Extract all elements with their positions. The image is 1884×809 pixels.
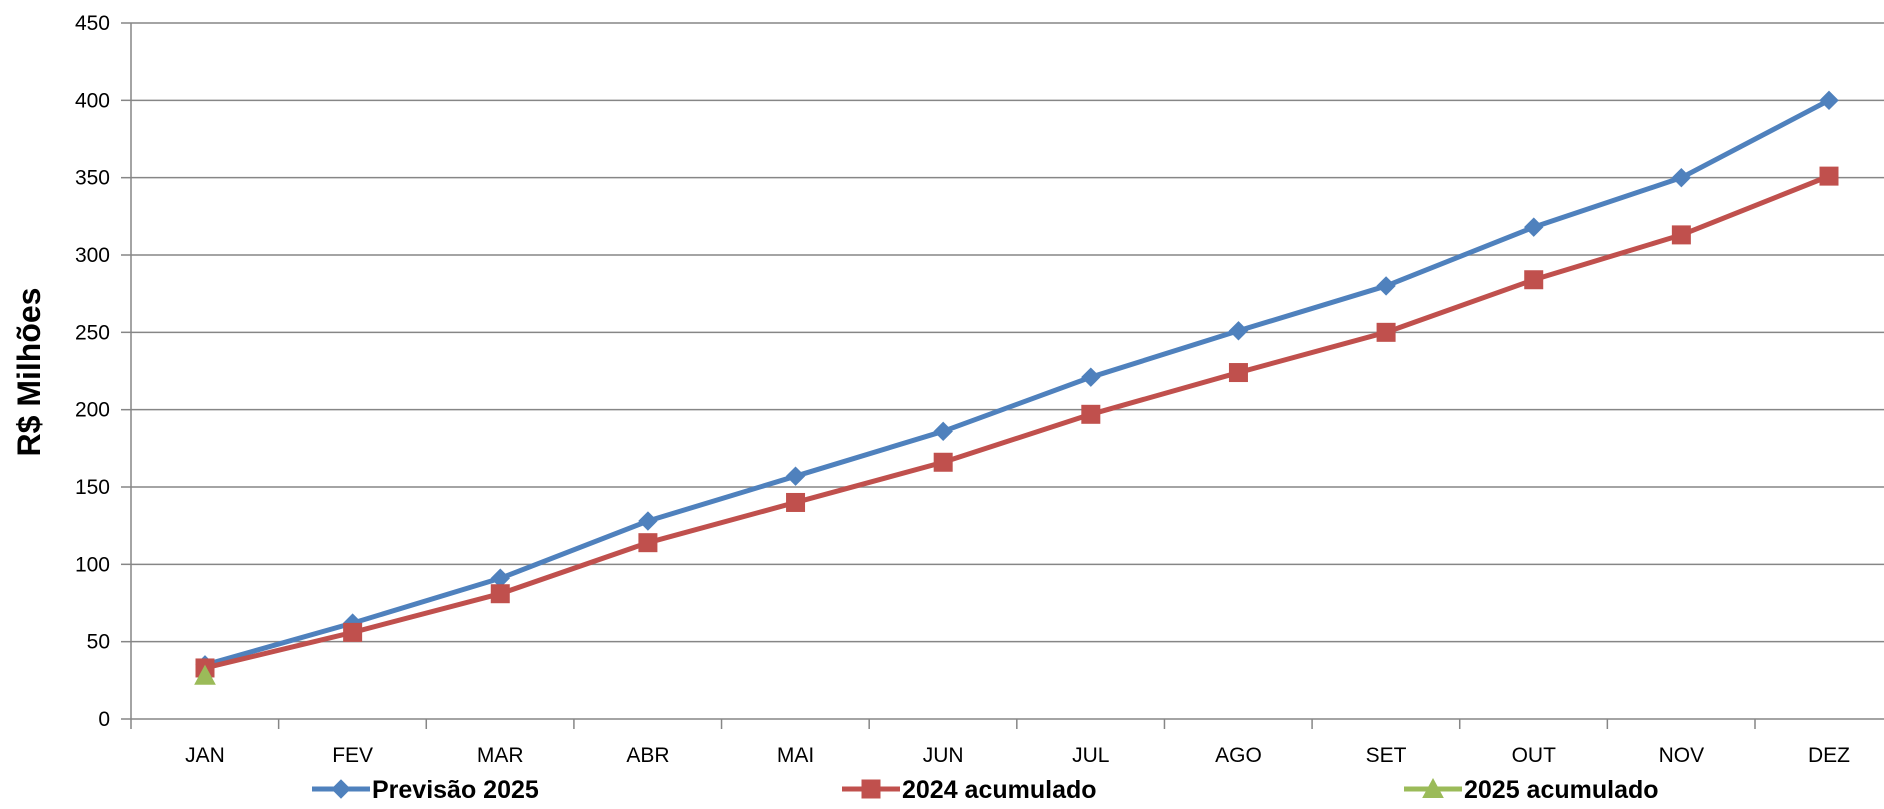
y-tick-label: 350 xyxy=(75,167,110,190)
x-tick-label: JAN xyxy=(185,744,225,767)
data-point xyxy=(1671,225,1691,245)
series-2 xyxy=(195,166,1839,678)
x-tick-label: NOV xyxy=(1659,744,1705,767)
x-tick-label: FEV xyxy=(332,744,373,767)
gridlines xyxy=(131,22,1884,643)
x-tick-label: MAR xyxy=(477,744,524,767)
y-tick-label: 400 xyxy=(75,89,110,112)
data-point xyxy=(1081,367,1101,387)
data-point xyxy=(1524,270,1544,290)
x-tick-label: DEZ xyxy=(1808,744,1850,767)
data-point xyxy=(638,533,658,553)
y-tick-label: 150 xyxy=(75,476,110,499)
legend-label: 2024 acumulado xyxy=(902,776,1097,804)
x-tick-label: AGO xyxy=(1215,744,1262,767)
data-point xyxy=(1819,90,1839,111)
data-point xyxy=(343,622,363,642)
y-tick-label: 100 xyxy=(75,553,110,576)
data-point xyxy=(490,584,510,604)
y-tick-labels: 0 50 100 150 200 250 300 350 400 450 xyxy=(75,12,110,731)
x-tick-labels: JAN FEV MAR ABR MAI JUN JUL AGO SET OUT NOV DEZ xyxy=(185,744,1850,767)
data-point xyxy=(1671,167,1692,188)
x-tick-label: ABR xyxy=(626,744,669,767)
y-tick-label: 450 xyxy=(75,12,110,35)
legend: Previsão 2025 2024 acumulado 2025 acumulad… xyxy=(312,776,1659,804)
axes xyxy=(121,22,1884,729)
data-point xyxy=(194,664,216,685)
data-point xyxy=(1228,363,1248,383)
data-point xyxy=(638,511,658,531)
x-tick-label: JUN xyxy=(923,744,964,767)
data-point xyxy=(1376,276,1396,296)
x-tick-label: JUL xyxy=(1072,744,1109,767)
data-point xyxy=(785,466,806,486)
series-3 xyxy=(194,664,216,685)
legend-swatch-marker xyxy=(861,779,881,799)
data-point xyxy=(1228,321,1249,341)
legend-item: 2024 acumulado xyxy=(842,776,1097,804)
y-axis-title: R$ Milhões xyxy=(11,288,47,457)
x-tick-label: SET xyxy=(1366,744,1407,767)
y-tick-label: 250 xyxy=(75,321,110,344)
series-1 xyxy=(195,90,1839,675)
x-tick-label: MAI xyxy=(777,744,814,767)
y-tick-label: 50 xyxy=(87,631,110,654)
data-point xyxy=(933,452,953,472)
legend-swatch-marker xyxy=(331,779,351,799)
legend-item: Previsão 2025 xyxy=(312,776,539,804)
data-point xyxy=(1819,166,1839,186)
series-line xyxy=(204,98,1831,668)
y-tick-label: 300 xyxy=(75,244,110,267)
data-point xyxy=(933,421,953,442)
legend-swatch-marker xyxy=(1422,777,1444,798)
data-point xyxy=(1376,322,1396,342)
legend-label: Previsão 2025 xyxy=(372,776,539,804)
legend-item: 2025 acumulado xyxy=(1404,776,1659,804)
series xyxy=(194,90,1839,685)
data-point xyxy=(1081,404,1101,424)
x-tick-label: OUT xyxy=(1512,744,1557,767)
y-tick-label: 200 xyxy=(75,399,110,422)
y-tick-label: 0 xyxy=(98,708,110,731)
data-point xyxy=(1524,217,1544,237)
data-point xyxy=(786,492,806,512)
series-line xyxy=(204,173,1830,671)
legend-label: 2025 acumulado xyxy=(1464,776,1659,804)
